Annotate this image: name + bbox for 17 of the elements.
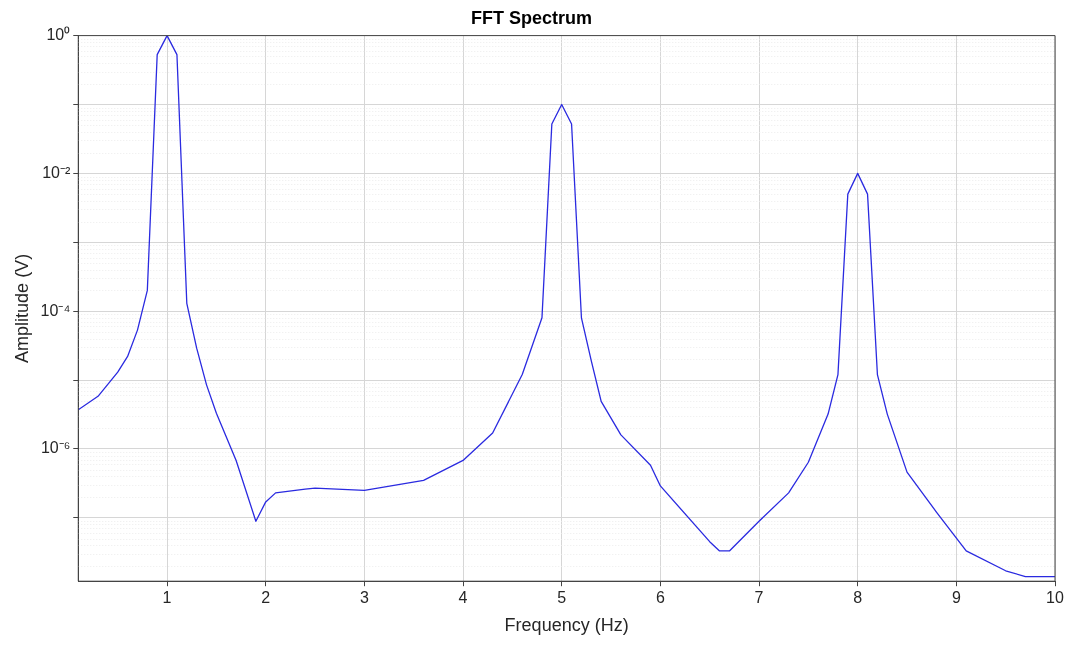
x-tick-label: 10 [1046, 589, 1064, 607]
chart-title: FFT Spectrum [470, 7, 593, 28]
x-tick-label: 5 [557, 589, 567, 607]
x-tick-label: 1 [162, 589, 172, 607]
y-axis-title: Amplitude (V) [11, 253, 32, 363]
y-tick-label: 10⁰ [46, 26, 71, 44]
x-tick-label: 4 [458, 589, 468, 607]
x-tick-label: 2 [261, 589, 271, 607]
x-tick-label: 9 [951, 589, 961, 607]
x-tick-label: 7 [754, 589, 764, 607]
x-tick-label: 8 [853, 589, 863, 607]
x-tick-label: 6 [655, 589, 665, 607]
x-axis-title: Frequency (Hz) [504, 615, 629, 636]
y-tick-label: 10⁻⁴ [40, 301, 71, 319]
y-tick-label: 10⁻⁶ [40, 439, 71, 457]
x-tick-label: 3 [359, 589, 369, 607]
y-tick-label: 10⁻² [42, 163, 71, 181]
